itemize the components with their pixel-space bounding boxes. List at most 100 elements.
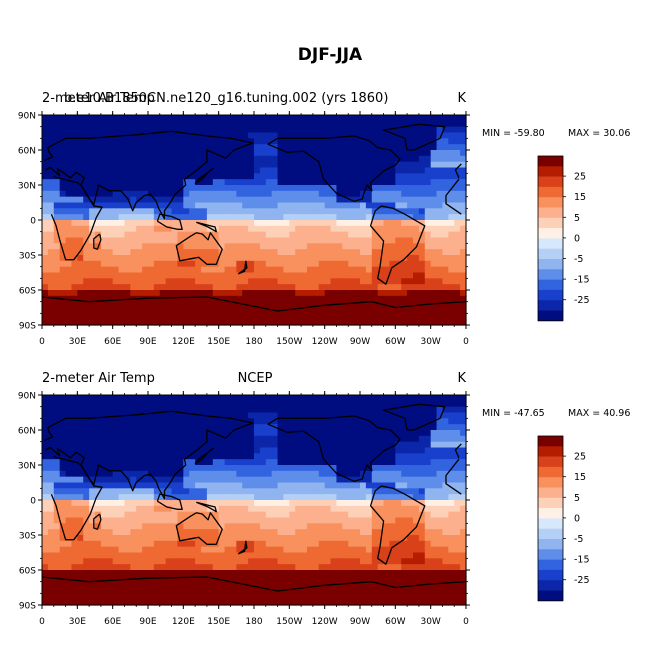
field-cell [107,150,113,156]
field-cell [195,564,201,570]
field-cell [71,488,77,494]
field-cell [107,471,113,477]
field-cell [354,273,360,279]
field-cell [113,150,119,156]
field-cell [136,506,142,512]
field-cell [283,208,289,214]
field-cell [413,261,419,267]
field-cell [42,541,48,547]
field-cell [413,133,419,139]
field-cell [66,448,72,454]
field-cell [60,185,66,191]
field-cell [66,483,72,489]
field-cell [454,494,460,500]
field-cell [384,459,390,465]
field-cell [71,203,77,209]
field-cell [219,453,225,459]
field-cell [395,296,401,302]
field-cell [113,290,119,296]
field-cell [71,518,77,524]
field-cell [66,500,72,506]
field-cell [395,494,401,500]
field-cell [225,243,231,249]
field-cell [48,243,54,249]
field-cell [166,296,172,302]
field-cell [148,500,154,506]
field-cell [431,523,437,529]
field-cell [425,150,431,156]
field-cell [431,238,437,244]
field-cell [419,278,425,284]
field-cell [431,448,437,454]
field-cell [260,465,266,471]
field-cell [42,453,48,459]
field-cell [348,162,354,168]
field-cell [260,162,266,168]
field-cell [448,220,454,226]
field-cell [107,162,113,168]
field-cell [101,138,107,144]
field-cell [177,477,183,483]
field-cell [124,535,130,541]
field-cell [101,506,107,512]
field-cell [160,115,166,121]
field-cell [378,313,384,319]
field-cell [124,284,130,290]
field-cell [213,121,219,127]
field-cell [442,564,448,570]
field-cell [113,518,119,524]
field-cell [454,564,460,570]
field-cell [113,547,119,553]
field-cell [242,232,248,238]
field-cell [442,459,448,465]
field-cell [130,401,136,407]
field-cell [119,156,125,162]
field-cell [107,179,113,185]
field-cell [66,255,72,261]
field-cell [260,138,266,144]
field-cell [301,144,307,150]
field-cell [395,564,401,570]
field-cell [201,278,207,284]
field-cell [407,471,413,477]
field-cell [248,249,254,255]
field-cell [236,203,242,209]
field-cell [142,523,148,529]
field-cell [107,138,113,144]
field-cell [260,413,266,419]
field-cell [448,547,454,553]
field-cell [225,448,231,454]
field-cell [289,127,295,133]
field-cell [283,127,289,133]
field-cell [301,208,307,214]
field-cell [172,483,178,489]
field-cell [207,308,213,314]
field-cell [201,553,207,559]
field-cell [442,506,448,512]
field-cell [142,547,148,553]
field-cell [130,284,136,290]
field-cell [419,168,425,174]
field-cell [319,436,325,442]
field-cell [42,558,48,564]
field-cell [295,302,301,308]
field-cell [242,488,248,494]
field-cell [307,547,313,553]
field-cell [313,243,319,249]
field-cell [336,424,342,430]
field-cell [89,138,95,144]
field-cell [348,168,354,174]
field-cell [283,518,289,524]
field-cell [395,191,401,197]
field-cell [201,401,207,407]
field-cell [442,138,448,144]
field-cell [124,547,130,553]
field-cell [448,500,454,506]
field-cell [66,424,72,430]
field-cell [254,238,260,244]
field-cell [289,313,295,319]
field-cell [354,500,360,506]
field-cell [195,156,201,162]
field-cell [136,243,142,249]
field-cell [336,144,342,150]
